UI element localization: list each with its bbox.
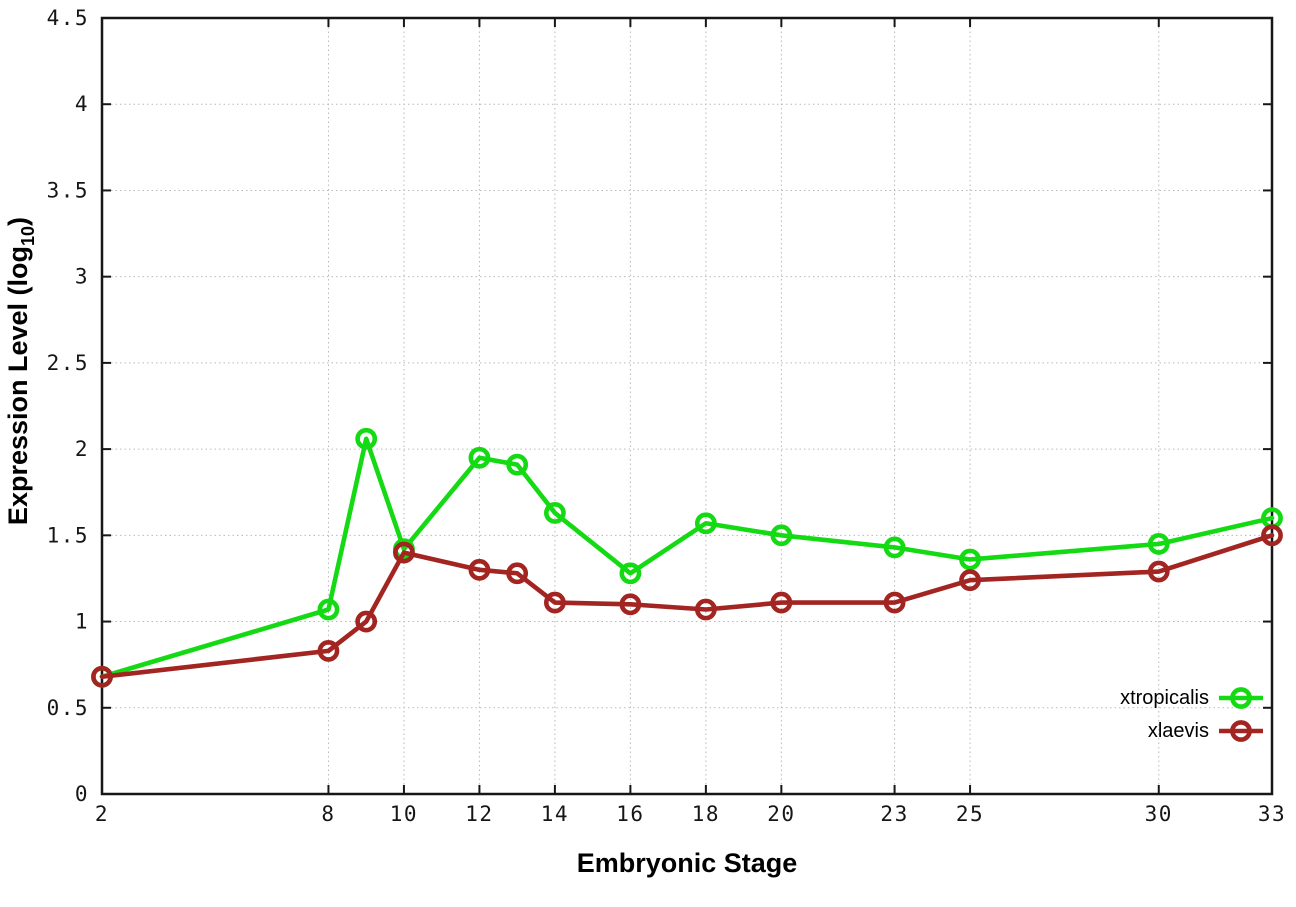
x-axis-label: Embryonic Stage (576, 848, 798, 878)
xlaevis-line-marker-icon (1218, 718, 1264, 744)
svg-text:3.5: 3.5 (47, 178, 89, 202)
legend-entry-xtropicalis: xtropicalis (1120, 683, 1264, 713)
svg-text:8: 8 (321, 802, 335, 826)
legend-label-xtropicalis: xtropicalis (1120, 687, 1209, 709)
y-axis-label-subscript: 10 (18, 225, 38, 246)
svg-text:14: 14 (541, 802, 569, 826)
svg-text:30: 30 (1145, 802, 1173, 826)
svg-text:25: 25 (956, 802, 984, 826)
svg-text:3: 3 (75, 265, 89, 289)
svg-text:1: 1 (75, 610, 89, 634)
svg-text:33: 33 (1258, 802, 1286, 826)
svg-text:20: 20 (767, 802, 795, 826)
legend: xtropicalis xlaevis (1120, 683, 1264, 746)
svg-text:2: 2 (95, 802, 109, 826)
legend-entry-xlaevis: xlaevis (1120, 716, 1264, 746)
svg-text:2.5: 2.5 (47, 351, 89, 375)
svg-text:0.5: 0.5 (47, 696, 89, 720)
svg-text:23: 23 (880, 802, 908, 826)
svg-text:1.5: 1.5 (47, 523, 89, 547)
svg-text:4: 4 (75, 92, 89, 116)
y-axis-label-text: Expression Level (log (3, 245, 33, 526)
svg-text:4.5: 4.5 (47, 6, 89, 30)
svg-text:18: 18 (692, 802, 720, 826)
y-axis-label: Expression Level (log10) (3, 217, 39, 525)
svg-text:10: 10 (390, 802, 418, 826)
legend-label-xlaevis: xlaevis (1147, 720, 1209, 742)
svg-text:2: 2 (75, 437, 89, 461)
svg-text:0: 0 (75, 782, 89, 806)
y-axis-label-close: ) (3, 216, 33, 226)
xtropicalis-line-marker-icon (1218, 685, 1264, 711)
svg-text:16: 16 (616, 802, 644, 826)
svg-text:12: 12 (465, 802, 493, 826)
